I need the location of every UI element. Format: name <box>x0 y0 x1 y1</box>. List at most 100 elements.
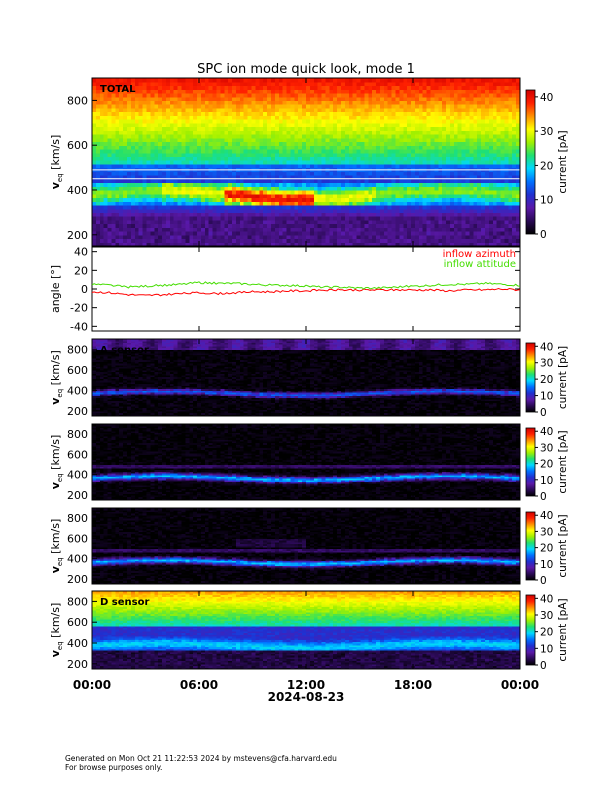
heatmap-cell <box>493 130 497 134</box>
heatmap-cell <box>466 153 470 157</box>
heatmap-cell <box>325 97 329 101</box>
heatmap-cell <box>469 104 473 108</box>
heatmap-cell <box>162 235 166 239</box>
heatmap-cell <box>388 115 392 119</box>
heatmap-cell <box>477 130 481 134</box>
heatmap-cell <box>115 197 119 201</box>
heatmap-cell <box>302 138 306 142</box>
heatmap-cell <box>290 156 294 160</box>
heatmap-cell <box>438 235 442 239</box>
heatmap-cell <box>189 205 193 209</box>
heatmap-cell <box>104 145 108 149</box>
heatmap-cell <box>364 97 368 101</box>
heatmap-cell <box>325 209 329 213</box>
heatmap-cell <box>244 153 248 157</box>
heatmap-cell <box>252 82 256 86</box>
heatmap-cell <box>123 186 127 190</box>
heatmap-cell <box>213 235 217 239</box>
heatmap-cell <box>248 104 252 108</box>
heatmap-cell <box>485 134 489 138</box>
heatmap-cell <box>497 100 501 104</box>
heatmap-cell <box>275 93 279 97</box>
heatmap-cell <box>411 186 415 190</box>
heatmap-cell <box>263 164 267 168</box>
heatmap-cell <box>123 145 127 149</box>
heatmap-cell <box>232 104 236 108</box>
heatmap-cell <box>108 190 112 194</box>
heatmap-cell <box>108 156 112 160</box>
heatmap-cell <box>209 197 213 201</box>
heatmap-cell <box>302 119 306 123</box>
heatmap-cell <box>364 179 368 183</box>
heatmap-cell <box>415 78 419 82</box>
heatmap-cell <box>497 97 501 101</box>
heatmap-cell <box>174 179 178 183</box>
heatmap-cell <box>360 100 364 104</box>
heatmap-cell <box>318 85 322 89</box>
heatmap-cell <box>174 127 178 131</box>
heatmap-cell <box>466 220 470 224</box>
heatmap-cell <box>450 153 454 157</box>
heatmap-cell <box>197 164 201 168</box>
heatmap-cell <box>357 224 361 228</box>
heatmap-cell <box>512 78 516 82</box>
heatmap-cell <box>423 197 427 201</box>
heatmap-cell <box>384 112 388 116</box>
heatmap-cell <box>357 85 361 89</box>
heatmap-cell <box>139 209 143 213</box>
heatmap-cell <box>384 227 388 231</box>
heatmap-cell <box>213 123 217 127</box>
heatmap-cell <box>477 156 481 160</box>
heatmap-cell <box>306 127 310 131</box>
heatmap-cell <box>193 205 197 209</box>
heatmap-cell <box>189 115 193 119</box>
heatmap-cell <box>302 231 306 235</box>
heatmap-cell <box>322 231 326 235</box>
heatmap-cell <box>345 235 349 239</box>
heatmap-cell <box>209 179 213 183</box>
heatmap-cell <box>290 141 294 145</box>
heatmap-cell <box>240 119 244 123</box>
heatmap-cell <box>473 216 477 220</box>
heatmap-cell <box>337 190 341 194</box>
heatmap-cell <box>349 78 353 82</box>
heatmap-cell <box>318 104 322 108</box>
heatmap-cell <box>376 171 380 175</box>
heatmap-cell <box>248 134 252 138</box>
heatmap-cell <box>485 190 489 194</box>
heatmap-cell <box>423 127 427 131</box>
heatmap-cell <box>131 141 135 145</box>
heatmap-cell <box>497 93 501 97</box>
heatmap-cell <box>473 149 477 153</box>
colorbar-tick-label: 40 <box>540 92 553 104</box>
heatmap-cell <box>154 197 158 201</box>
heatmap-cell <box>384 108 388 112</box>
heatmap-cell <box>380 130 384 134</box>
heatmap-cell <box>189 231 193 235</box>
heatmap-cell <box>108 231 112 235</box>
heatmap-cell <box>392 220 396 224</box>
heatmap-cell <box>279 123 283 127</box>
heatmap-cell <box>248 119 252 123</box>
heatmap-cell <box>438 93 442 97</box>
heatmap-cell <box>220 227 224 231</box>
heatmap-cell <box>357 171 361 175</box>
heatmap-cell <box>252 235 256 239</box>
heatmap-cell <box>228 104 232 108</box>
heatmap-cell <box>508 160 512 164</box>
heatmap-cell <box>333 149 337 153</box>
heatmap-cell <box>279 115 283 119</box>
heatmap-cell <box>364 235 368 239</box>
heatmap-cell <box>197 127 201 131</box>
heatmap-cell <box>497 216 501 220</box>
heatmap-cell <box>224 100 228 104</box>
heatmap-cell <box>279 171 283 175</box>
heatmap-cell <box>450 89 454 93</box>
heatmap-cell <box>314 97 318 101</box>
heatmap-cell <box>290 85 294 89</box>
heatmap-cell <box>213 239 217 243</box>
heatmap-cell <box>310 145 314 149</box>
heatmap-cell <box>162 119 166 123</box>
heatmap-cell <box>205 145 209 149</box>
heatmap-cell <box>248 227 252 231</box>
